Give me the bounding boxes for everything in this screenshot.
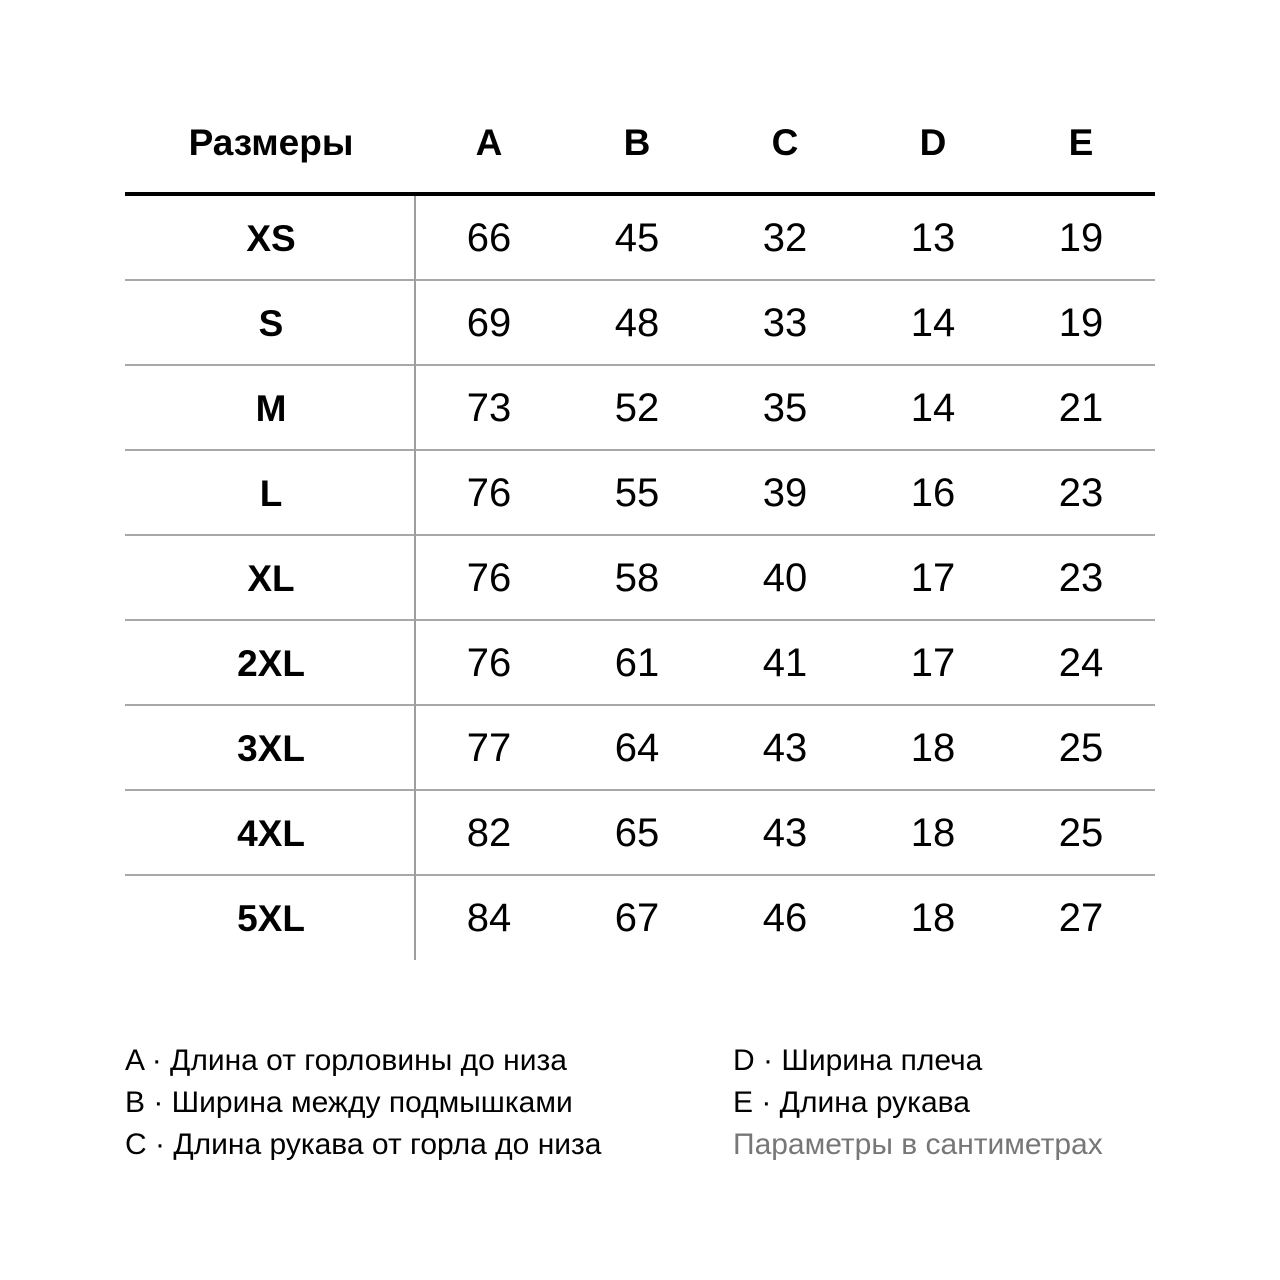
row-divider	[125, 449, 1155, 451]
measurement-cell: 64	[614, 726, 660, 770]
measurement-cell: 17	[910, 641, 956, 685]
measurement-cell: 19	[1058, 216, 1104, 260]
table-row: 2XL 76 61 41 17 24	[125, 621, 1155, 706]
measurement-cell: 43	[762, 726, 808, 770]
column-divider	[414, 196, 416, 960]
measurement-cell: 24	[1058, 641, 1104, 685]
measurement-cell: 18	[910, 811, 956, 855]
measurement-cell: 25	[1058, 811, 1104, 855]
measurement-cell: 76	[466, 556, 512, 600]
measurement-cell: 55	[614, 471, 660, 515]
table-row: S 69 48 33 14 19	[125, 281, 1155, 366]
measurement-cell: 48	[614, 301, 660, 345]
column-header: C	[771, 122, 799, 163]
size-label: L	[259, 473, 283, 514]
measurement-cell: 23	[1058, 556, 1104, 600]
measurement-cell: 41	[762, 641, 808, 685]
measurement-cell: 45	[614, 216, 660, 260]
measurement-cell: 35	[762, 386, 808, 430]
legend-b: B · Ширина между подмышками	[125, 1086, 573, 1119]
column-header: B	[623, 122, 651, 163]
units-note: Параметры в сантиметрах	[733, 1128, 1103, 1161]
size-label: XS	[246, 218, 296, 259]
size-label: 4XL	[237, 813, 305, 854]
measurement-cell: 84	[466, 896, 512, 940]
size-label: 2XL	[237, 643, 305, 684]
measurement-cell: 67	[614, 896, 660, 940]
measurement-cell: 58	[614, 556, 660, 600]
measurement-cell: 23	[1058, 471, 1104, 515]
table-row: 5XL 84 67 46 18 27	[125, 876, 1155, 961]
size-label: 3XL	[237, 728, 305, 769]
table-row: 4XL 82 65 43 18 25	[125, 791, 1155, 876]
header-divider	[125, 192, 1155, 196]
measurement-cell: 18	[910, 726, 956, 770]
measurement-cell: 17	[910, 556, 956, 600]
legend-a: A · Длина от горловины до низа	[125, 1044, 567, 1077]
measurement-cell: 43	[762, 811, 808, 855]
measurement-cell: 25	[1058, 726, 1104, 770]
measurement-cell: 14	[910, 301, 956, 345]
measurement-cell: 52	[614, 386, 660, 430]
column-header: A	[475, 122, 503, 163]
row-divider	[125, 619, 1155, 621]
measurement-cell: 82	[466, 811, 512, 855]
row-divider	[125, 279, 1155, 281]
size-label: 5XL	[237, 898, 305, 939]
size-label: XL	[247, 558, 295, 599]
measurement-cell: 18	[910, 896, 956, 940]
row-divider	[125, 534, 1155, 536]
measurement-cell: 46	[762, 896, 808, 940]
legend-e: E · Длина рукава	[733, 1086, 970, 1119]
measurement-cell: 32	[762, 216, 808, 260]
measurement-cell: 73	[466, 386, 512, 430]
legend-right: D · Ширина плеча E · Длина рукава Параме…	[733, 1040, 1103, 1166]
legend-d: D · Ширина плеча	[733, 1044, 983, 1077]
measurement-cell: 33	[762, 301, 808, 345]
size-label: S	[258, 303, 284, 344]
measurement-cell: 40	[762, 556, 808, 600]
measurement-cell: 61	[614, 641, 660, 685]
column-header: D	[919, 122, 947, 163]
measurement-cell: 69	[466, 301, 512, 345]
measurement-cell: 13	[910, 216, 956, 260]
row-divider	[125, 704, 1155, 706]
row-divider	[125, 874, 1155, 876]
table-row: XL 76 58 40 17 23	[125, 536, 1155, 621]
legend-c: C · Длина рукава от горла до низа	[125, 1128, 602, 1161]
row-divider	[125, 364, 1155, 366]
size-label: M	[255, 388, 287, 429]
table-row: 3XL 77 64 43 18 25	[125, 706, 1155, 791]
row-divider	[125, 789, 1155, 791]
measurement-cell: 76	[466, 471, 512, 515]
measurement-cell: 65	[614, 811, 660, 855]
measurement-cell: 14	[910, 386, 956, 430]
column-header: Размеры	[188, 122, 354, 163]
measurement-cell: 66	[466, 216, 512, 260]
table-row: M 73 52 35 14 21	[125, 366, 1155, 451]
measurement-cell: 27	[1058, 896, 1104, 940]
legend-left: A · Длина от горловины до низа B · Ширин…	[125, 1040, 601, 1166]
measurement-cell: 21	[1058, 386, 1104, 430]
column-header: E	[1068, 122, 1094, 163]
measurement-cell: 77	[466, 726, 512, 770]
table-row: XS 66 45 32 13 19	[125, 196, 1155, 281]
measurement-cell: 19	[1058, 301, 1104, 345]
measurement-cell: 76	[466, 641, 512, 685]
measurement-cell: 16	[910, 471, 956, 515]
table-row: L 76 55 39 16 23	[125, 451, 1155, 536]
measurement-cell: 39	[762, 471, 808, 515]
